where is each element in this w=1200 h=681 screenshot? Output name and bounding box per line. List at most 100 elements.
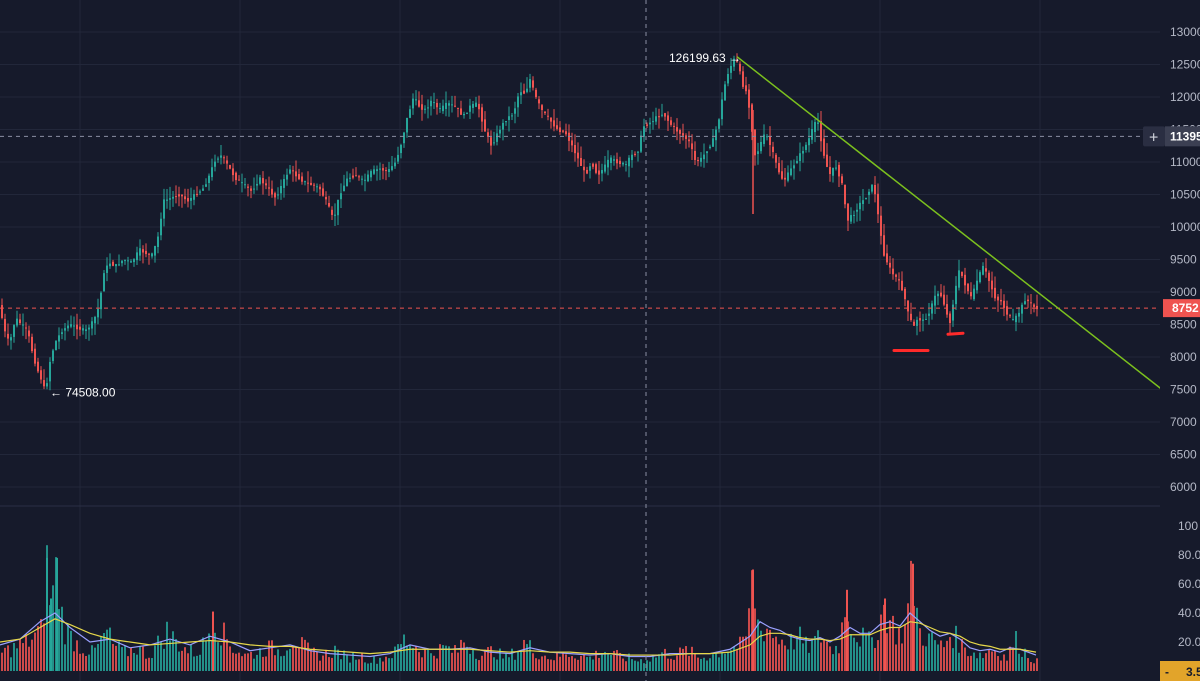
volume-bar [793,649,795,671]
volume-bar [595,650,597,671]
volume-bar [811,640,813,671]
volume-bar [37,626,39,671]
downtrend-line[interactable] [736,56,1163,391]
candle-body [826,154,828,167]
candle-body [619,160,621,164]
price-axis[interactable]: 1300012500120001150011000105001000095009… [1160,0,1200,681]
volume-bar [586,657,588,671]
volume-bar [808,652,810,671]
candle-body [109,263,111,267]
volume-bar [979,652,981,671]
candle-body [748,89,750,108]
volume-bar [439,644,441,671]
volume-bar [799,626,801,671]
candle-body [406,117,408,133]
candle-body [856,209,858,212]
volume-moving-averages [0,612,1037,658]
candle-body [13,325,15,337]
volume-bar [64,644,66,671]
candle-body [868,191,870,196]
candle-body [796,160,798,164]
volume-bar [370,662,372,671]
volume-bar [436,658,438,671]
candle-body [970,292,972,297]
candle-body [151,253,153,257]
volume-bar [244,653,246,671]
volume-bar [646,660,648,671]
candle-body [1003,300,1005,308]
candle-body [958,270,960,288]
candle-body [772,146,774,153]
candle-body [253,188,255,190]
volume-bar [838,653,840,671]
candle-body [967,283,969,292]
volume-bar [382,661,384,671]
candle-body [649,122,651,125]
candle-body [40,370,42,380]
volume-bar [787,649,789,671]
volume-bar [763,641,765,671]
candle-body [661,114,663,116]
candle-body [91,321,93,329]
candle-body [622,162,624,165]
volume-bar [442,645,444,671]
candle-body [1030,302,1032,304]
candle-body [601,170,603,174]
candle-body [841,176,843,184]
price-tick-label: 9000 [1170,285,1197,299]
volume-bar [31,639,33,671]
candle-body [1006,306,1008,315]
volume-bar [877,640,879,671]
volume-badge: - 3.5 [1160,661,1200,681]
candle-body [349,177,351,179]
candle-body [532,80,534,88]
candle-body [409,109,411,118]
candle-body [256,183,258,186]
volume-bar [481,655,483,671]
plus-icon: + [1149,129,1158,146]
volume-bar [262,656,264,671]
volume-bar [1009,646,1011,671]
volume-bar [475,658,477,671]
crosshair-add-button[interactable]: + [1143,126,1165,147]
candle-body [871,184,873,192]
candle-body [1027,299,1029,302]
candle-body [319,186,321,190]
candle-body [679,130,681,134]
candle-body [136,252,138,261]
volume-axis: 100 80.0 60.0 40.0 20.0 [1178,519,1200,649]
candle-body [886,253,888,263]
volume-bar [130,647,132,671]
price-tick-label: 13000 [1170,25,1200,39]
high-annotation: 126199.63 → [669,51,741,65]
candle-body [580,158,582,166]
volume-bar [874,647,876,671]
candle-body [574,145,576,154]
candle-body [193,194,195,200]
volume-bar [7,645,9,671]
volume-bar [115,645,117,671]
candle-body [103,273,105,292]
volume-bar [292,645,294,671]
volume-bar [469,653,471,671]
candle-body [121,260,123,264]
volume-bar [529,640,531,671]
volume-bar [496,659,498,671]
volume-bar [79,653,81,671]
candle-body [292,170,294,172]
volume-bar [664,648,666,671]
candle-body [88,327,90,330]
volume-bar [547,659,549,671]
volume-bar [757,619,759,671]
volume-bar [910,560,912,671]
candle-body [964,274,966,286]
candle-body [712,138,714,147]
volume-bar [982,658,984,671]
candle-body [922,319,924,321]
volume-bar [955,625,957,671]
candle-body [439,108,441,110]
candle-body [28,330,30,337]
volume-bar [862,627,864,671]
